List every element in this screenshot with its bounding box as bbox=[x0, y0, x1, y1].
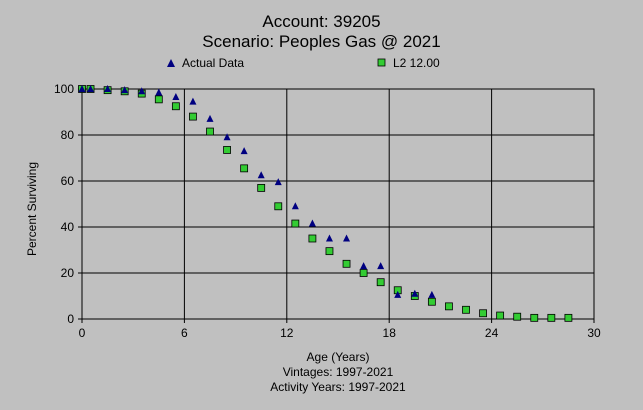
legend-label-actual-data: Actual Data bbox=[182, 56, 245, 70]
square-marker-icon bbox=[377, 58, 386, 67]
x-axis-label: Age (Years) bbox=[306, 350, 370, 364]
curve-point bbox=[171, 102, 180, 111]
curve-point bbox=[291, 219, 300, 228]
actual-data-point bbox=[291, 202, 299, 210]
curve-point bbox=[189, 112, 197, 121]
actual-data-point bbox=[394, 290, 402, 298]
actual-data-point bbox=[428, 290, 436, 298]
curve-point bbox=[513, 312, 522, 321]
y-tick-label: 60 bbox=[61, 174, 75, 188]
curve-point bbox=[206, 127, 214, 136]
actual-data-point bbox=[172, 93, 180, 101]
y-tick-label: 100 bbox=[54, 82, 74, 96]
curve-point bbox=[223, 146, 231, 154]
plot-frame bbox=[81, 88, 595, 320]
curve-point bbox=[274, 202, 283, 211]
curve-point bbox=[496, 311, 505, 320]
activity-years-label: Activity Years: 1997-2021 bbox=[270, 380, 406, 394]
curve-point bbox=[154, 95, 163, 104]
x-tick-label: 12 bbox=[280, 326, 294, 340]
actual-data-point bbox=[206, 114, 214, 122]
curve-point bbox=[342, 259, 351, 268]
curve-point bbox=[308, 234, 317, 243]
legend-label-l2-curve: L2 12.00 bbox=[393, 56, 440, 70]
chart-title: Account: 39205 bbox=[262, 12, 381, 31]
curve-point bbox=[240, 164, 249, 173]
actual-data-point bbox=[189, 97, 197, 105]
actual-data-point bbox=[223, 133, 231, 141]
x-tick-label: 30 bbox=[587, 326, 601, 340]
actual-data-point bbox=[325, 234, 333, 242]
legend-item-l2-curve: L2 12.00 bbox=[377, 56, 440, 70]
curve-point bbox=[564, 313, 573, 322]
curve-point bbox=[445, 302, 453, 311]
x-tick-label: 6 bbox=[181, 326, 188, 340]
actual-data-point bbox=[138, 87, 146, 95]
curve-point bbox=[530, 313, 539, 322]
triangle-marker-icon bbox=[167, 59, 175, 67]
actual-data-point bbox=[240, 147, 248, 155]
curve-point bbox=[359, 269, 368, 277]
grid bbox=[78, 88, 595, 323]
y-tick-label: 80 bbox=[61, 128, 75, 142]
x-tick-label: 18 bbox=[383, 326, 397, 340]
curve-point bbox=[427, 297, 436, 306]
actual-data-point bbox=[87, 85, 95, 92]
actual-data-point bbox=[104, 85, 112, 92]
curve-point bbox=[479, 309, 487, 318]
actual-data-point bbox=[78, 85, 86, 92]
curve-point bbox=[325, 247, 334, 256]
tick-labels: 0 6 12 18 24 30 0 20 40 60 80 100 bbox=[54, 82, 601, 340]
actual-data-point bbox=[360, 262, 368, 270]
actual-data-point bbox=[308, 219, 316, 227]
actual-data-point bbox=[343, 234, 351, 242]
curve-point bbox=[462, 305, 470, 314]
x-tick-label: 24 bbox=[485, 326, 499, 340]
series-layer bbox=[78, 85, 573, 322]
vintages-label: Vintages: 1997-2021 bbox=[282, 365, 394, 379]
y-tick-label: 20 bbox=[61, 266, 75, 280]
actual-data-point bbox=[377, 262, 385, 270]
actual-data-point bbox=[257, 171, 265, 179]
y-axis-label: Percent Surviving bbox=[25, 161, 39, 257]
curve-point bbox=[547, 313, 556, 322]
curve-point bbox=[257, 183, 266, 192]
x-tick-label: 0 bbox=[79, 326, 86, 340]
y-tick-label: 40 bbox=[61, 220, 75, 234]
actual-data-point bbox=[274, 178, 282, 186]
actual-data-point bbox=[155, 88, 163, 96]
legend-item-actual-data: Actual Data bbox=[166, 56, 244, 70]
chart-subtitle: Scenario: Peoples Gas @ 2021 bbox=[202, 32, 441, 51]
actual-data-point bbox=[121, 86, 129, 94]
actual-data-point bbox=[411, 289, 419, 297]
y-tick-label: 0 bbox=[67, 312, 74, 326]
curve-point bbox=[376, 278, 385, 287]
